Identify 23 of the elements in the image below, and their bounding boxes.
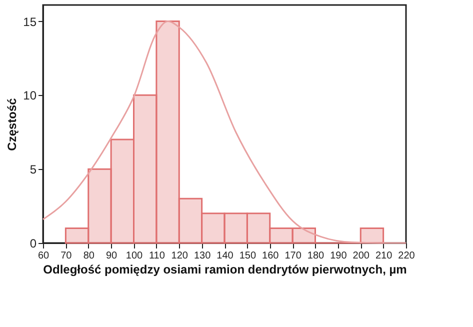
x-tick-label: 140	[216, 250, 234, 262]
y-tick-label: 0	[30, 236, 37, 250]
x-tick-label: 220	[398, 250, 416, 262]
x-tick-label: 70	[60, 250, 72, 262]
x-tick-label: 90	[106, 250, 118, 262]
x-tick-label: 120	[171, 250, 188, 262]
y-tick-label: 10	[23, 88, 37, 103]
x-tick-label: 130	[194, 250, 212, 262]
x-tick-label: 180	[307, 250, 325, 262]
y-axis-title: Częstość	[5, 98, 20, 151]
x-tick-label: 160	[262, 250, 280, 262]
x-tick-label: 200	[352, 250, 370, 262]
x-tick-label: 60	[38, 250, 50, 262]
x-tick-label: 170	[284, 250, 302, 262]
x-tick-label: 100	[126, 250, 144, 262]
x-tick-label: 190	[330, 250, 348, 262]
x-tick-label: 210	[375, 250, 393, 262]
x-tick-label: 150	[239, 250, 256, 262]
x-axis-title: Odległość pomiędzy osiami ramion dendrytów pierwotnych, µm	[43, 262, 407, 276]
y-tick-label: 15	[23, 14, 37, 29]
x-tick-label: 110	[148, 250, 166, 262]
y-tick-label: 5	[30, 162, 37, 177]
x-tick-label: 80	[83, 250, 95, 262]
